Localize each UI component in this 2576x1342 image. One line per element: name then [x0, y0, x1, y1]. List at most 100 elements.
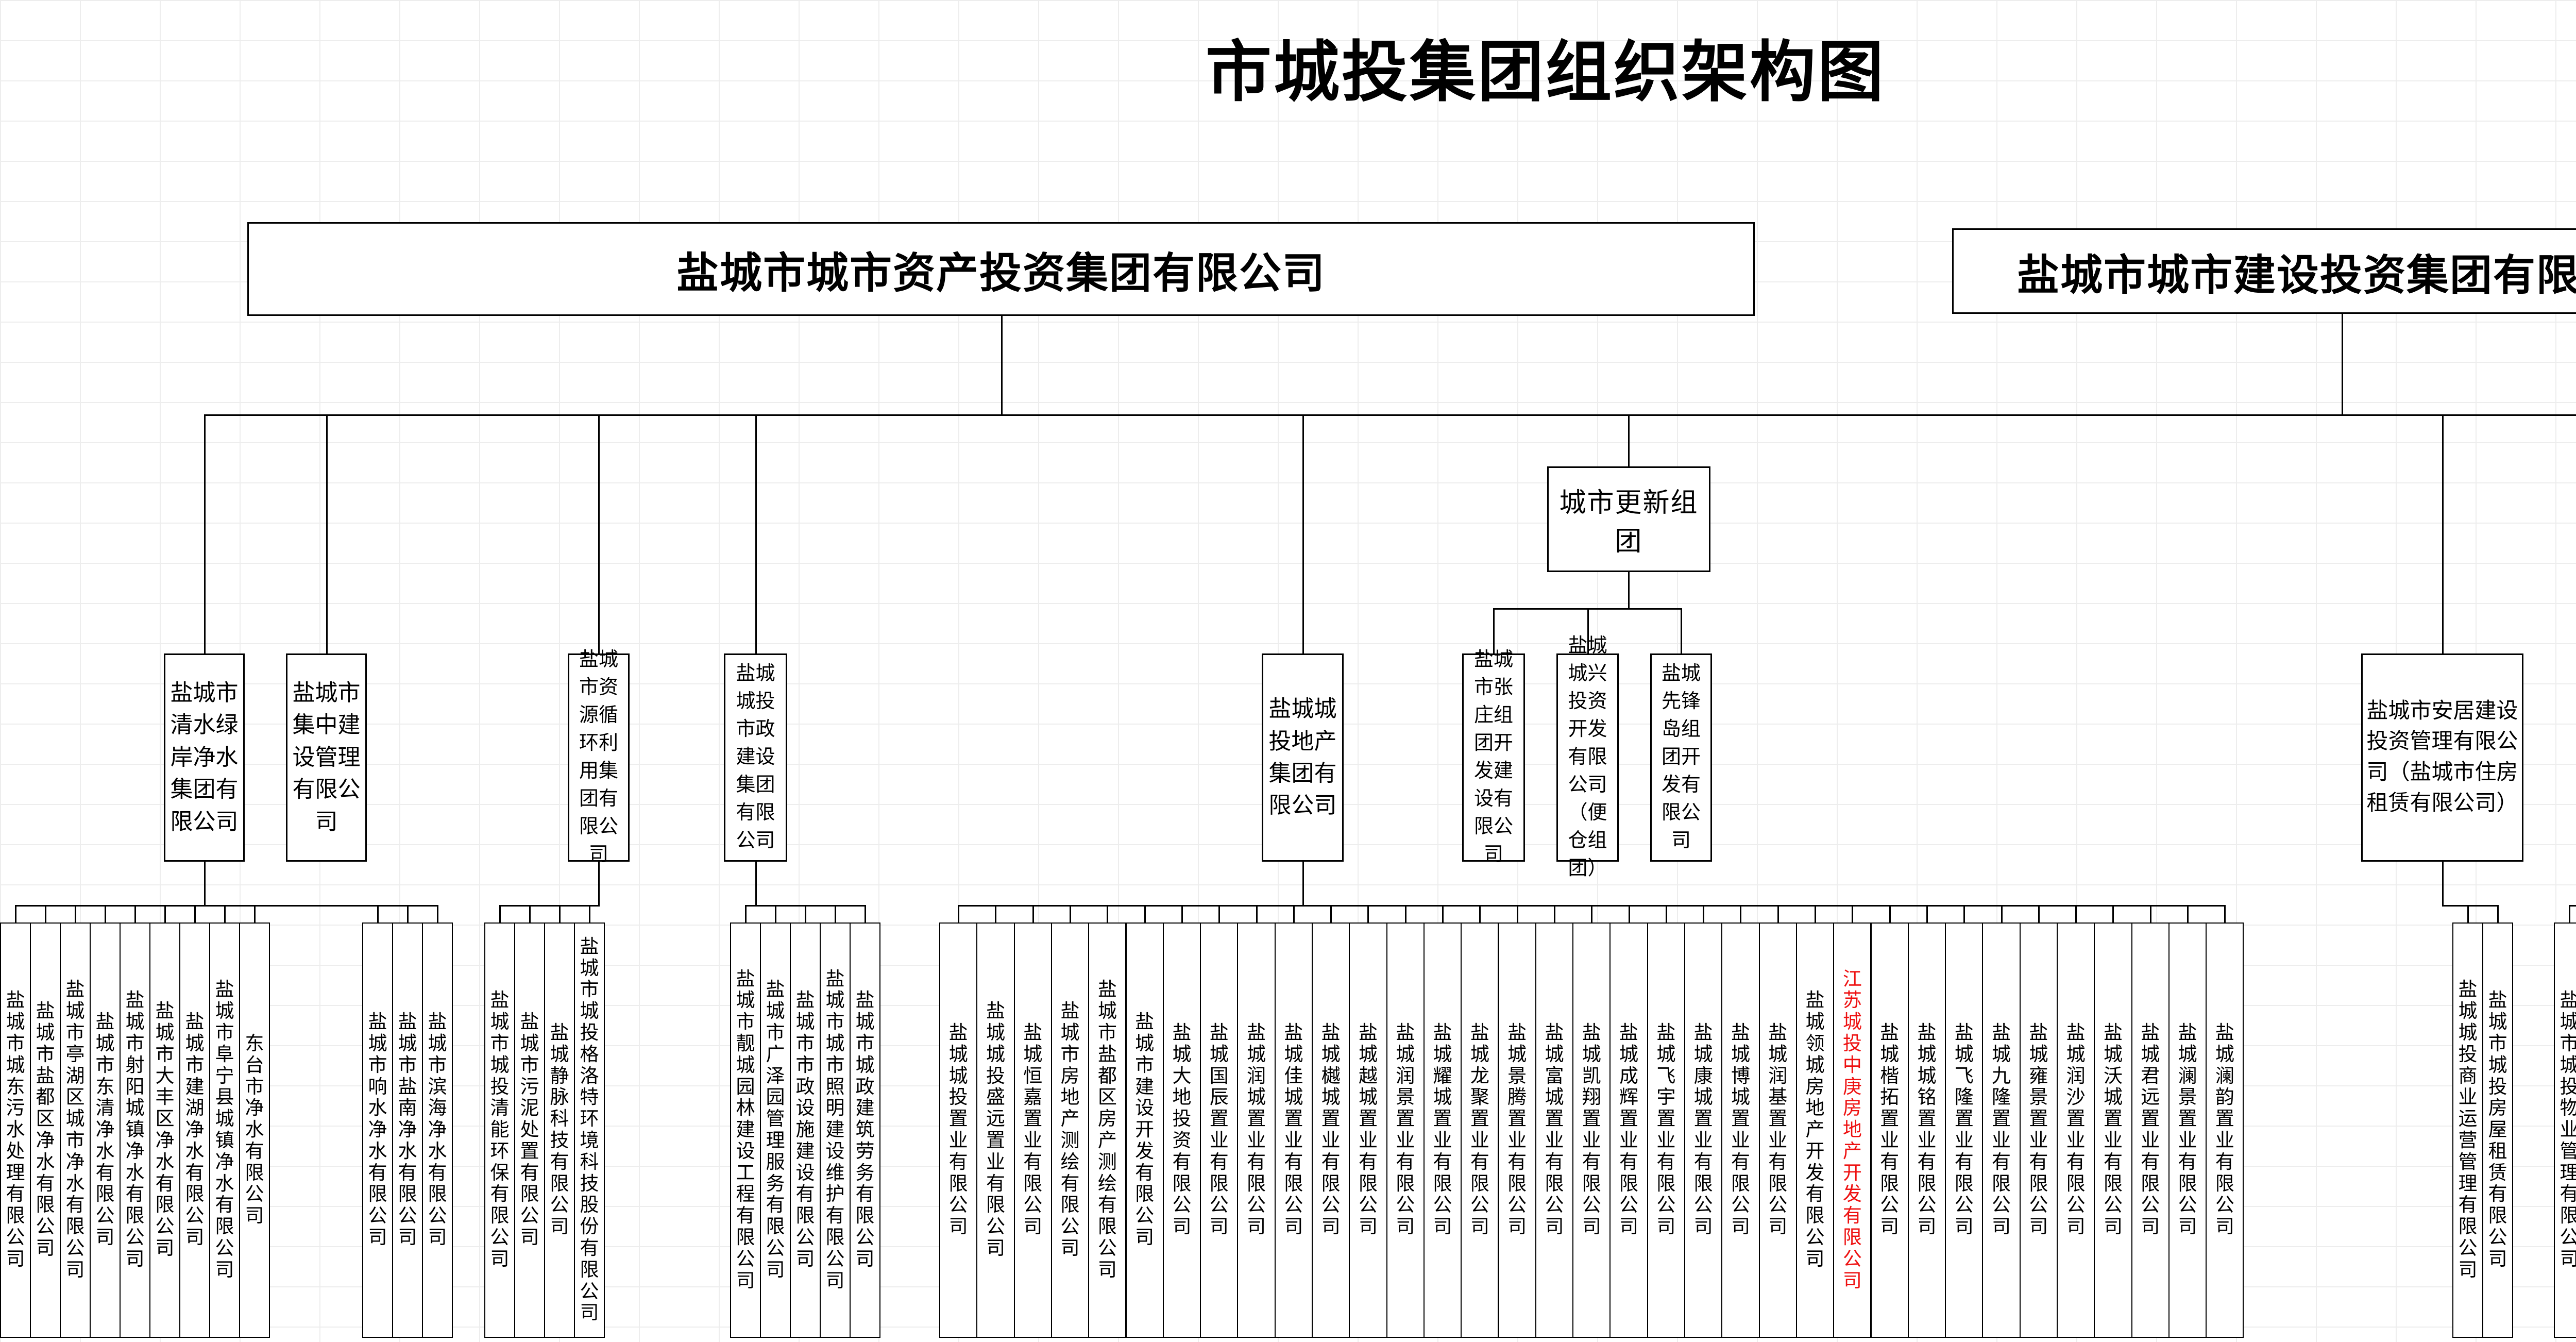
- connector-line: [1001, 315, 1003, 416]
- connector-line: [1665, 905, 1667, 922]
- company-label: 东台市净水有限公司: [245, 1033, 264, 1227]
- company-box: 盐城澜景置业有限公司: [2168, 922, 2207, 1338]
- connector-line: [1367, 905, 1369, 922]
- l2-box-B: 盐城市集中建设管理有限公司: [286, 653, 367, 862]
- company-label: 盐城雍景置业有限公司: [2029, 1022, 2048, 1238]
- connector-line: [2149, 905, 2151, 922]
- company-label: 盐城市响水净水有限公司: [368, 1012, 387, 1249]
- company-label: 盐城市建设开发有限公司: [1135, 1012, 1155, 1249]
- company-box: 盐城市城政建筑劳务有限公司: [850, 922, 880, 1338]
- connector-line: [2038, 905, 2040, 922]
- urban-renewal-label: 城市更新组团: [1559, 488, 1699, 557]
- connector-line: [2467, 905, 2469, 922]
- company-label: 盐城君远置业有限公司: [2141, 1022, 2160, 1238]
- company-label: 盐城市盐南净水有限公司: [398, 1012, 417, 1249]
- company-label: 盐城润沙置业有限公司: [2066, 1022, 2086, 1238]
- connector-line: [1926, 905, 1928, 922]
- company-label: 盐城成辉置业有限公司: [1619, 1022, 1639, 1238]
- connector-line: [835, 905, 836, 922]
- connector-line: [1889, 905, 1891, 922]
- company-box: 盐城雍景置业有限公司: [2019, 922, 2058, 1338]
- company-label: 盐城市射阳城镇净水有限公司: [125, 990, 145, 1270]
- connector-line: [1181, 905, 1183, 922]
- company-label: 盐城市盐都区净水有限公司: [36, 1001, 55, 1259]
- company-box: 盐城景腾置业有限公司: [1498, 922, 1536, 1338]
- company-label: 盐城佳城置业有限公司: [1284, 1022, 1303, 1238]
- connector-line: [75, 905, 76, 922]
- company-label: 盐城城铭置业有限公司: [1917, 1022, 1937, 1238]
- l2-box-F: 盐城市张庄组团开发建设有限公司: [1462, 649, 1525, 865]
- connector-line: [2442, 862, 2444, 907]
- connector-line: [598, 414, 600, 653]
- level1-right-box: 盐城市城市建设投资集团有限公司: [1952, 228, 2576, 314]
- company-box: 盐城龙聚置业有限公司: [1461, 922, 1499, 1338]
- company-label: 盐城市靓城园林建设工程有限公司: [736, 968, 755, 1291]
- connector-line: [377, 905, 379, 922]
- company-label: 盐城凯翔置业有限公司: [1582, 1022, 1601, 1238]
- connector-line: [2569, 905, 2570, 922]
- level1-left-box: 盐城市城市资产投资集团有限公司: [247, 222, 1755, 316]
- connector-line: [326, 414, 328, 653]
- connector-line: [45, 905, 46, 922]
- connector-line: [1330, 905, 1332, 922]
- company-label: 盐城飞宇置业有限公司: [1656, 1022, 1676, 1238]
- connector-line: [2497, 905, 2499, 922]
- company-box: 盐城凯翔置业有限公司: [1572, 922, 1611, 1338]
- connector-line: [2569, 905, 2576, 907]
- company-label: 盐城市房地产测绘有限公司: [1060, 1001, 1080, 1259]
- connector-line: [1256, 905, 1258, 922]
- connector-line: [164, 905, 166, 922]
- company-label: 盐城市城投物业管理有限公司: [2560, 990, 2576, 1270]
- connector-line: [1815, 905, 1817, 922]
- company-box: 盐城市盐都区净水有限公司: [30, 922, 61, 1338]
- company-box: 盐城市东清净水有限公司: [90, 922, 121, 1338]
- l2-box-C: 盐城市资源循环利用集团有限公司: [568, 649, 630, 865]
- company-box: 盐城越城置业有限公司: [1349, 922, 1387, 1338]
- company-box: 盐城市建设开发有限公司: [1125, 922, 1164, 1338]
- company-box: 盐城市响水净水有限公司: [362, 922, 393, 1338]
- company-box: 盐城领城房地产开发有限公司: [1795, 922, 1835, 1338]
- company-label: 盐城恒嘉置业有限公司: [1023, 1022, 1043, 1238]
- connector-line: [2342, 313, 2343, 416]
- company-box: 盐城城投置业有限公司: [939, 922, 978, 1338]
- company-label: 盐城市市政设施建设有限公司: [795, 990, 815, 1270]
- company-box: 盐城君远置业有限公司: [2131, 922, 2170, 1338]
- connector-line: [1587, 608, 1589, 653]
- company-box: 盐城市盐南净水有限公司: [392, 922, 423, 1338]
- company-box: 盐城城投盛远置业有限公司: [976, 922, 1015, 1338]
- company-label: 盐城沃城置业有限公司: [2103, 1022, 2123, 1238]
- company-box: 盐城沃城置业有限公司: [2094, 922, 2132, 1338]
- company-box: 盐城九隆置业有限公司: [1982, 922, 2021, 1338]
- company-box: 盐城市大丰区净水有限公司: [149, 922, 180, 1338]
- connector-line: [1107, 905, 1109, 922]
- company-label: 盐城耀城置业有限公司: [1433, 1022, 1452, 1238]
- company-label: 盐城康城置业有限公司: [1693, 1022, 1713, 1238]
- connector-line: [589, 905, 590, 922]
- company-label: 盐城澜景置业有限公司: [2178, 1022, 2197, 1238]
- connector-line: [1553, 905, 1555, 922]
- company-label: 盐城市城投格洛特环境科技股份有限公司: [580, 936, 599, 1324]
- company-box: 盐城市阜宁县城镇净水有限公司: [209, 922, 240, 1338]
- connector-line: [15, 905, 437, 907]
- company-box: 盐城城投商业运营管理有限公司: [2452, 922, 2483, 1338]
- connector-line: [1777, 905, 1779, 922]
- company-box: 盐城市城投格洛特环境科技股份有限公司: [574, 922, 605, 1338]
- company-box: 盐城博城置业有限公司: [1721, 922, 1760, 1338]
- connector-line: [745, 905, 747, 922]
- connector-line: [745, 905, 865, 907]
- connector-line: [1628, 572, 1630, 608]
- company-box: 盐城富城置业有限公司: [1535, 922, 1574, 1338]
- connector-line: [437, 905, 438, 922]
- connector-line: [500, 905, 599, 907]
- company-label: 盐城市东清净水有限公司: [95, 1012, 115, 1249]
- connector-line: [1442, 905, 1444, 922]
- connector-line: [254, 905, 256, 922]
- company-box: 盐城市城市照明建设维护有限公司: [820, 922, 851, 1338]
- connector-line: [2224, 905, 2226, 922]
- company-box: 盐城市城投房屋租赁有限公司: [2482, 922, 2513, 1338]
- company-box: 盐城市城东污水处理有限公司: [0, 922, 31, 1338]
- connector-line: [134, 905, 136, 922]
- company-label: 盐城市城市照明建设维护有限公司: [825, 968, 845, 1291]
- company-label: 盐城润基置业有限公司: [1768, 1022, 1788, 1238]
